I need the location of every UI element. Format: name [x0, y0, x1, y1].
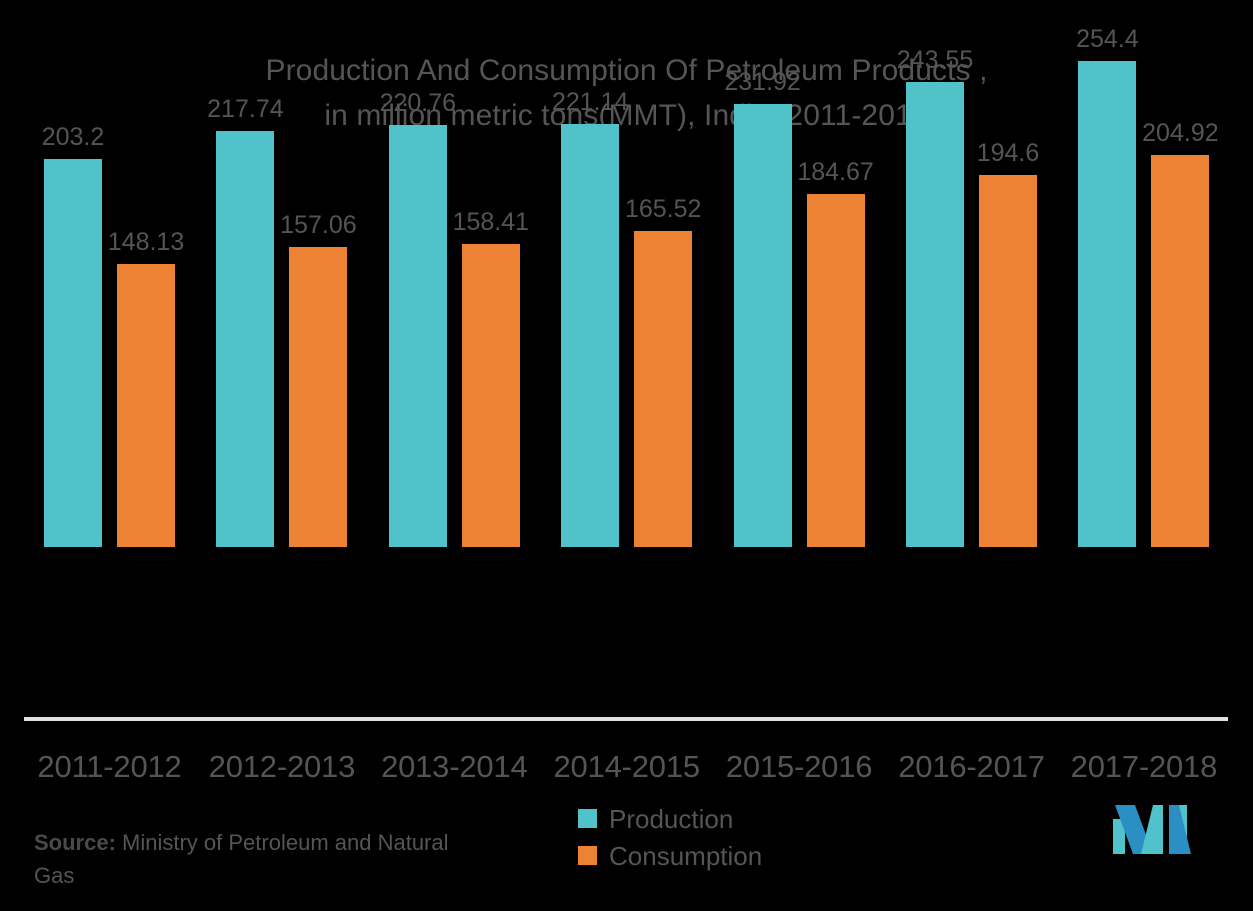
- bar-rect: [44, 158, 102, 547]
- bar-value-label: 204.92: [1142, 119, 1219, 148]
- source-label: Source:: [34, 830, 116, 855]
- bar-rect: [1078, 60, 1137, 547]
- bar-consumption[interactable]: 194.6: [977, 141, 1039, 547]
- bar-rect: [461, 244, 520, 547]
- bar-rect: [289, 246, 348, 547]
- source-text: Ministry of Petroleum and Natural Gas: [34, 830, 449, 888]
- bar-value-label: 221.14: [551, 88, 629, 117]
- bar-value-label: 194.6: [976, 139, 1040, 168]
- chart-title-line-1: Production And Consumption Of Petroleum …: [265, 54, 988, 87]
- bar-rect: [733, 103, 792, 547]
- x-tick-label: 2012-2013: [208, 749, 356, 784]
- bar-group: 243.55 194.6: [897, 27, 1039, 547]
- x-axis-baseline: [24, 717, 1228, 721]
- bar-value-label: 243.55: [896, 45, 974, 74]
- legend-item-consumption[interactable]: Consumption: [578, 837, 762, 874]
- bar-rect: [979, 175, 1037, 547]
- bar-group: 217.74 157.06: [207, 27, 357, 547]
- chart-legend: Production Consumption: [578, 800, 762, 874]
- bar-group: 203.2 148.13: [42, 27, 184, 547]
- bar-consumption[interactable]: 204.92: [1142, 121, 1219, 547]
- mordor-intelligence-logo: [1113, 805, 1191, 854]
- x-tick-label: 2015-2016: [725, 749, 873, 784]
- chart-plot-area: 203.2 148.13 217.74 157.06 220.76 158.41 221.1…: [24, 26, 1228, 721]
- bar-rect: [634, 230, 693, 547]
- bar-rect: [216, 130, 275, 547]
- bar-value-label: 158.41: [452, 208, 530, 237]
- bar-production[interactable]: 231.92: [724, 69, 801, 547]
- bar-value-label: 231.92: [724, 67, 801, 96]
- bar-rect: [806, 194, 865, 547]
- source-note: Source: Ministry of Petroleum and Natura…: [34, 826, 484, 892]
- bar-group: 221.14 165.52: [552, 27, 701, 547]
- bar-rect: [1151, 155, 1210, 547]
- bar-production[interactable]: 243.55: [897, 47, 973, 547]
- x-axis-tick-labels: 2011-2012 2012-2013 2013-2014 2014-2015 2015…: [0, 745, 1253, 793]
- bar-rect: [906, 81, 964, 547]
- bar-production[interactable]: 203.2: [42, 124, 104, 547]
- bar-value-label: 203.2: [41, 122, 105, 151]
- bar-consumption[interactable]: 148.13: [108, 229, 184, 547]
- bar-consumption[interactable]: 165.52: [625, 196, 701, 547]
- bar-value-label: 254.4: [1076, 24, 1139, 53]
- bar-value-label: 184.67: [797, 158, 874, 187]
- legend-label: Production: [609, 803, 734, 834]
- legend-item-production[interactable]: Production: [578, 800, 762, 837]
- bar-production[interactable]: 220.76: [380, 91, 456, 547]
- bar-value-label: 220.76: [379, 89, 457, 118]
- bar-production[interactable]: 254.4: [1076, 26, 1139, 547]
- bar-rect: [561, 124, 620, 547]
- x-tick-label: 2016-2017: [898, 749, 1045, 784]
- bar-production[interactable]: 217.74: [207, 96, 284, 547]
- bar-production[interactable]: 221.14: [552, 90, 628, 547]
- bar-rect: [117, 263, 175, 547]
- bar-value-label: 148.13: [107, 227, 185, 256]
- bar-group: 254.4 204.92: [1076, 26, 1219, 547]
- legend-label: Consumption: [609, 840, 763, 871]
- x-tick-label: 2017-2018: [1070, 749, 1218, 784]
- bar-group: 231.92 184.67: [724, 27, 874, 547]
- bar-rect: [388, 125, 447, 547]
- bar-consumption[interactable]: 157.06: [280, 212, 357, 547]
- x-tick-label: 2011-2012: [37, 749, 182, 784]
- bar-value-label: 165.52: [624, 194, 702, 223]
- bar-group: 220.76 158.41: [380, 27, 529, 547]
- bar-value-label: 217.74: [207, 94, 284, 123]
- bar-value-label: 157.06: [280, 210, 357, 239]
- x-tick-label: 2013-2014: [381, 749, 528, 784]
- legend-swatch-icon: [578, 846, 597, 865]
- bar-consumption[interactable]: 158.41: [453, 210, 529, 547]
- bar-consumption[interactable]: 184.67: [797, 160, 874, 547]
- x-tick-label: 2014-2015: [553, 749, 700, 784]
- legend-swatch-icon: [578, 809, 597, 828]
